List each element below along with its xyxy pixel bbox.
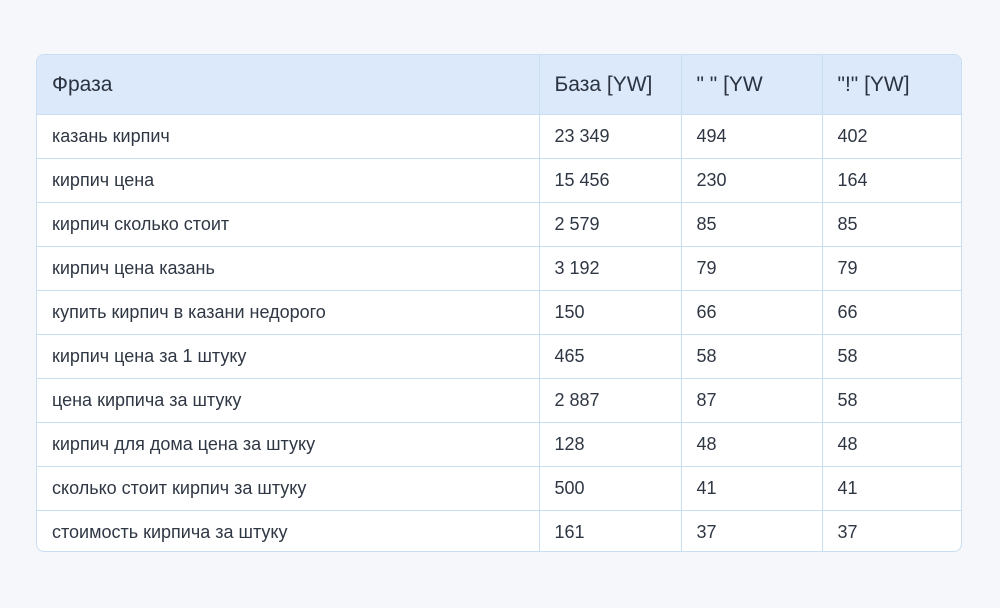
table-row: кирпич цена казань 3 192 79 79 [37, 246, 961, 291]
column-header-base[interactable]: База [YW] [538, 55, 681, 115]
cell-exclamation: 58 [821, 334, 961, 379]
cell-exclamation: 164 [821, 158, 961, 203]
cell-base: 465 [538, 334, 681, 379]
keyword-table-card: Фраза База [YW] " " [YW "!" [YW] казань … [36, 54, 962, 552]
cell-phrase: стоимость кирпича за штуку [37, 510, 539, 551]
cell-quotes: 37 [680, 510, 822, 551]
table-row: стоимость кирпича за штуку 161 37 37 [37, 510, 961, 551]
cell-quotes: 41 [680, 466, 822, 511]
table-row: сколько стоит кирпич за штуку 500 41 41 [37, 466, 961, 511]
cell-phrase: казань кирпич [52, 126, 170, 146]
cell-quotes: 85 [680, 202, 822, 247]
cell-base: 2 579 [538, 202, 681, 247]
cell-phrase: кирпич цена казань [37, 246, 539, 291]
cell-quotes: 230 [680, 158, 822, 203]
cell-exclamation: 48 [821, 422, 961, 467]
cell-base: 2 887 [538, 378, 681, 423]
table-row: кирпич для дома цена за штуку 128 48 48 [37, 422, 961, 467]
table-row: кирпич сколько стоит 2 579 85 85 [37, 202, 961, 247]
cell-exclamation: 66 [821, 290, 961, 335]
cell-base: 500 [538, 466, 681, 511]
cell-base: 150 [538, 290, 681, 335]
cell-quotes: 48 [680, 422, 822, 467]
cell-exclamation: 85 [821, 202, 961, 247]
cell-phrase: купить кирпич в казани недорого [37, 290, 539, 335]
cell-base: 23 349 [538, 114, 681, 159]
cell-base: 128 [538, 422, 681, 467]
cell-base: 3 192 [538, 246, 681, 291]
keyword-table: Фраза База [YW] " " [YW "!" [YW] казань … [37, 55, 961, 551]
cell-base: 161 [538, 510, 681, 551]
table-row: цена кирпича за штуку 2 887 87 58 [37, 378, 961, 423]
cell-exclamation: 402 [821, 114, 961, 159]
cell-exclamation: 79 [821, 246, 961, 291]
cell-quotes: 66 [680, 290, 822, 335]
cell-exclamation: 58 [821, 378, 961, 423]
cell-exclamation: 41 [821, 466, 961, 511]
cell-quotes: 58 [680, 334, 822, 379]
cell-quotes: 494 [680, 114, 822, 159]
cell-phrase: кирпич цена [37, 158, 539, 203]
table-header: Фраза База [YW] " " [YW "!" [YW] [37, 55, 961, 115]
cell-phrase: кирпич для дома цена за штуку [37, 422, 539, 467]
column-header-exclamation[interactable]: "!" [YW] [821, 55, 961, 115]
header-row: Фраза База [YW] " " [YW "!" [YW] [37, 55, 961, 115]
cell-phrase: цена кирпича за штуку [37, 378, 539, 423]
cell-exclamation: 37 [821, 510, 961, 551]
table-row: кирпич цена за 1 штуку 465 58 58 [37, 334, 961, 379]
cell-phrase: кирпич цена за 1 штуку [37, 334, 539, 379]
cell-base: 15 456 [538, 158, 681, 203]
table-row: купить кирпич в казани недорого 150 66 6… [37, 290, 961, 335]
cell-quotes: 87 [680, 378, 822, 423]
table-row: кирпич цена 15 456 230 164 [37, 158, 961, 203]
column-header-phrase[interactable]: Фраза [37, 55, 539, 115]
cell-phrase: кирпич сколько стоит [37, 202, 539, 247]
cell-quotes: 79 [680, 246, 822, 291]
table-body: казань кирпич 23 349 494 402 кирпич цена… [37, 114, 961, 551]
cell-phrase: сколько стоит кирпич за штуку [37, 466, 539, 511]
column-header-quotes[interactable]: " " [YW [680, 55, 822, 115]
table-row: казань кирпич 23 349 494 402 [37, 114, 961, 159]
